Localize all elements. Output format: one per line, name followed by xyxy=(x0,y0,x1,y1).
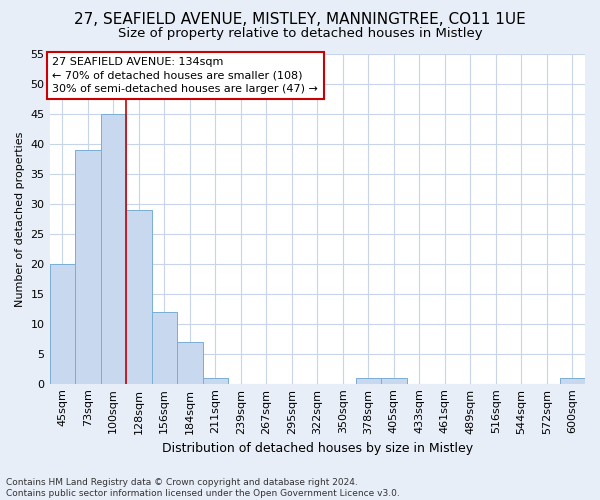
Bar xyxy=(356,378,381,384)
Bar xyxy=(177,342,203,384)
Bar xyxy=(203,378,228,384)
Bar xyxy=(101,114,126,384)
Text: 27, SEAFIELD AVENUE, MISTLEY, MANNINGTREE, CO11 1UE: 27, SEAFIELD AVENUE, MISTLEY, MANNINGTRE… xyxy=(74,12,526,28)
Bar xyxy=(152,312,177,384)
Text: 27 SEAFIELD AVENUE: 134sqm
← 70% of detached houses are smaller (108)
30% of sem: 27 SEAFIELD AVENUE: 134sqm ← 70% of deta… xyxy=(52,58,318,94)
Bar xyxy=(50,264,75,384)
Text: Size of property relative to detached houses in Mistley: Size of property relative to detached ho… xyxy=(118,28,482,40)
Bar xyxy=(560,378,585,384)
Text: Contains HM Land Registry data © Crown copyright and database right 2024.
Contai: Contains HM Land Registry data © Crown c… xyxy=(6,478,400,498)
X-axis label: Distribution of detached houses by size in Mistley: Distribution of detached houses by size … xyxy=(162,442,473,455)
Bar xyxy=(126,210,152,384)
Bar xyxy=(75,150,101,384)
Y-axis label: Number of detached properties: Number of detached properties xyxy=(15,131,25,306)
Bar xyxy=(381,378,407,384)
